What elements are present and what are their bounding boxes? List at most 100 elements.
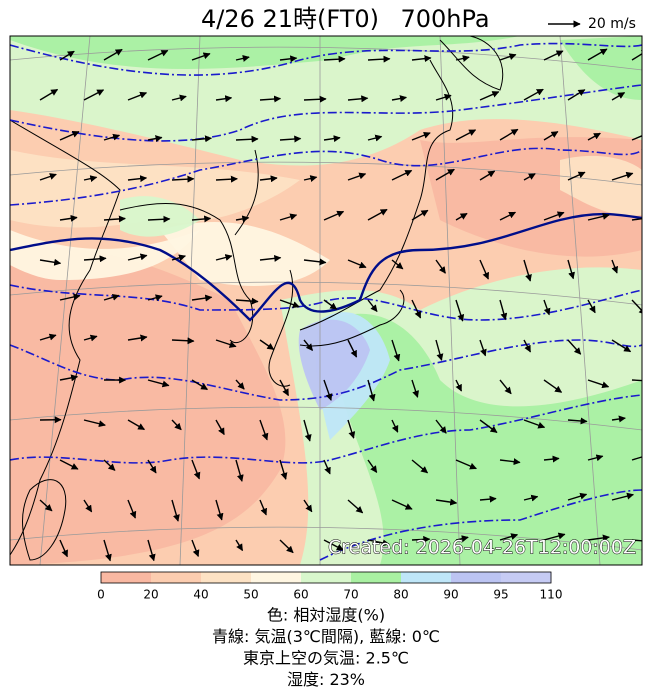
wind-arrow	[543, 532, 566, 541]
wind-arrow	[435, 339, 444, 361]
wind-arrow	[479, 339, 487, 357]
wind-arrow	[39, 333, 57, 341]
wind-arrow	[479, 259, 489, 280]
wind-arrow	[411, 209, 429, 221]
humidity-area	[160, 221, 330, 286]
wind-arrow	[367, 208, 388, 221]
wind-arrow	[235, 215, 250, 223]
wind-arrow	[215, 419, 225, 436]
wind-arrow	[103, 48, 123, 61]
caption: 青線: 気温(3℃間隔), 藍線: 0℃	[212, 627, 440, 646]
wind-arrow	[587, 454, 604, 462]
wind-arrow	[479, 495, 497, 503]
wind-arrow	[391, 259, 404, 270]
wind-arrow	[103, 539, 112, 562]
wind-arrow	[235, 55, 250, 62]
wind-arrow	[303, 339, 314, 351]
wind-arrow	[347, 339, 358, 358]
wind-arrow	[279, 55, 298, 63]
temperature-contour	[10, 147, 642, 206]
wind-arrow	[323, 379, 333, 401]
temperature-contour	[10, 394, 642, 464]
wind-arrow	[543, 50, 564, 61]
wind-arrow	[543, 211, 565, 221]
wind-arrow	[499, 211, 517, 221]
wind-arrow	[347, 95, 369, 103]
wind-arrow	[611, 91, 626, 101]
scale-label: 20 m/s	[588, 16, 636, 32]
wind-arrow	[215, 175, 238, 183]
colorbar-tick-label: 20	[143, 588, 158, 602]
wind-arrow	[147, 539, 156, 562]
colorbar-segment	[251, 572, 302, 583]
wind-arrow	[455, 379, 463, 392]
humidity-area	[10, 230, 200, 280]
coastline	[439, 36, 504, 91]
wind-arrow	[83, 419, 106, 428]
wind-arrow	[147, 49, 169, 61]
colorbar-tick-label: 50	[243, 588, 258, 602]
wind-arrow	[523, 259, 532, 282]
wind-arrow	[191, 52, 211, 61]
wind-arrow	[83, 334, 98, 342]
wind-arrow	[103, 133, 121, 141]
wind-arrow	[323, 459, 331, 475]
wind-arrow	[611, 171, 634, 181]
wind-arrow	[279, 213, 298, 221]
wind-arrow	[567, 492, 588, 501]
wind-arrow	[567, 339, 582, 355]
wind-arrow	[323, 55, 346, 63]
wind-arrow	[543, 131, 559, 141]
wind-arrow	[215, 95, 233, 103]
wind-arrow	[455, 299, 465, 322]
wind-arrow	[587, 379, 610, 389]
colorbar-segment	[401, 572, 452, 583]
wind-arrow	[259, 175, 278, 183]
wind-arrow	[59, 539, 68, 558]
wind-arrow	[367, 539, 390, 547]
coastline	[299, 289, 405, 347]
wind-arrow	[191, 135, 212, 143]
wind-arrow	[83, 499, 93, 513]
wind-arrow	[279, 459, 288, 480]
wind-arrow	[83, 255, 107, 263]
wind-arrow	[127, 253, 148, 261]
wind-arrow	[127, 419, 146, 431]
wind-arrow	[367, 459, 378, 473]
wind-arrow	[587, 212, 610, 221]
colorbar-segment	[201, 572, 252, 583]
humidity-area	[560, 36, 642, 100]
wind-arrow	[147, 379, 170, 388]
wind-arrow	[127, 499, 137, 519]
wind-arrow	[523, 173, 536, 181]
wind-arrow	[259, 254, 282, 262]
wind-arrow	[391, 499, 413, 510]
temperature-contour	[10, 42, 642, 76]
wind-arrow	[367, 134, 383, 142]
wind-arrow	[59, 50, 75, 61]
wind-arrow	[83, 89, 105, 101]
humidity-area	[330, 313, 642, 565]
wind-arrow	[631, 299, 642, 315]
wind-arrow	[191, 459, 201, 480]
caption: 東京上空の気温: 2.5℃	[243, 649, 409, 668]
wind-arrow	[103, 293, 120, 301]
wind-arrow	[191, 215, 212, 223]
wind-arrow	[171, 94, 187, 102]
wind-arrow	[127, 91, 148, 101]
wind-arrow	[455, 129, 477, 141]
wind-arrow	[479, 170, 496, 181]
wind-arrow	[523, 419, 546, 429]
wind-arrow	[303, 95, 327, 103]
wind-arrow	[435, 93, 452, 101]
wind-arrow	[59, 214, 78, 222]
wind-arrow	[391, 339, 401, 362]
humidity-area	[10, 247, 286, 565]
wind-arrow	[259, 95, 282, 103]
wind-arrow	[59, 131, 80, 141]
colorbar-segment	[101, 572, 152, 583]
wind-arrow	[455, 535, 469, 543]
wind-arrow	[479, 419, 498, 434]
wind-arrow	[279, 299, 300, 308]
